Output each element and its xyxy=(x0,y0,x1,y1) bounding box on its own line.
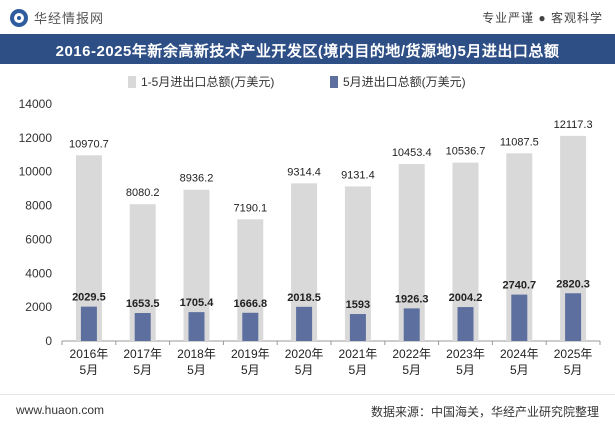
x-tick-label: 5月 xyxy=(295,363,314,377)
y-tick-label: 2000 xyxy=(25,300,52,314)
data-label-jan-may: 12117.3 xyxy=(554,119,593,131)
chart-title: 2016-2025年新余高新技术产业开发区(境内目的地/货源地)5月进出口总额 xyxy=(55,43,560,60)
bar-may xyxy=(134,313,151,341)
y-tick-label: 12000 xyxy=(19,131,53,145)
y-tick-label: 6000 xyxy=(25,232,52,246)
data-label-jan-may: 10453.4 xyxy=(392,147,432,159)
data-label-may: 1705.4 xyxy=(180,297,215,309)
x-tick-label: 2017年 xyxy=(123,347,162,361)
data-label-may: 1666.8 xyxy=(233,298,267,310)
y-tick-label: 10000 xyxy=(19,165,53,179)
x-tick-label: 2025年 xyxy=(554,347,593,361)
x-tick-label: 2018年 xyxy=(177,347,216,361)
data-label-jan-may: 7190.1 xyxy=(233,202,267,214)
x-tick-label: 2023年 xyxy=(446,347,485,361)
legend-label: 1-5月进出口总额(万美元) xyxy=(141,75,274,89)
bar-may xyxy=(565,293,582,341)
brand: 华经情报网 xyxy=(10,8,104,27)
bar-may xyxy=(188,312,205,341)
data-label-jan-may: 10536.7 xyxy=(446,146,486,158)
circle-logo-icon xyxy=(10,8,28,27)
x-tick-label: 5月 xyxy=(241,363,260,377)
x-tick-label: 5月 xyxy=(564,363,583,377)
x-tick-label: 2024年 xyxy=(500,347,539,361)
x-tick-label: 2016年 xyxy=(70,347,109,361)
x-tick-label: 5月 xyxy=(80,363,99,377)
y-tick-label: 14000 xyxy=(19,97,53,111)
bar-may xyxy=(80,306,97,341)
x-tick-label: 5月 xyxy=(133,363,152,377)
website-link[interactable]: www.huaon.com xyxy=(16,403,105,417)
x-tick-label: 5月 xyxy=(187,363,206,377)
brand-name: 华经情报网 xyxy=(34,11,105,26)
x-tick-label: 5月 xyxy=(510,363,529,377)
x-tick-label: 5月 xyxy=(456,363,475,377)
data-label-may: 2029.5 xyxy=(72,292,106,304)
y-tick-label: 4000 xyxy=(25,266,52,280)
top-bar: 华经情报网 专业严谨 ● 客观科学 xyxy=(0,0,615,34)
x-tick-label: 5月 xyxy=(349,363,368,377)
title-bar: 2016-2025年新余高新技术产业开发区(境内目的地/货源地)5月进出口总额 xyxy=(0,34,615,64)
x-tick-label: 2019年 xyxy=(231,347,270,361)
data-label-jan-may: 9131.4 xyxy=(341,169,375,181)
x-tick-label: 2022年 xyxy=(392,347,431,361)
bar-may xyxy=(349,314,366,341)
x-tick-label: 5月 xyxy=(402,363,421,377)
y-tick-label: 0 xyxy=(45,334,52,348)
bar-may xyxy=(242,312,259,341)
data-label-may: 1926.3 xyxy=(395,293,429,305)
slogan: 专业严谨 ● 客观科学 xyxy=(482,11,603,25)
legend-swatch xyxy=(128,76,136,88)
data-label-jan-may: 9314.4 xyxy=(287,166,321,178)
data-label-may: 1653.5 xyxy=(126,298,160,310)
data-label-may: 1593 xyxy=(346,299,370,311)
x-tick-label: 2020年 xyxy=(285,347,324,361)
data-label-jan-may: 10970.7 xyxy=(69,138,109,150)
data-label-jan-may: 11087.5 xyxy=(500,136,539,148)
x-tick-label: 2021年 xyxy=(339,347,378,361)
data-label-may: 2018.5 xyxy=(287,292,321,304)
data-label-jan-may: 8936.2 xyxy=(180,173,214,185)
data-label-may: 2820.3 xyxy=(556,278,590,290)
bar-may xyxy=(511,294,528,341)
bar-may xyxy=(403,308,420,341)
legend-swatch xyxy=(330,76,338,88)
data-label-may: 2004.2 xyxy=(449,292,483,304)
bar-may xyxy=(296,306,313,341)
data-source: 数据来源：中国海关，华经产业研究院整理 xyxy=(370,405,599,419)
data-label-jan-may: 8080.2 xyxy=(126,187,160,199)
y-tick-label: 8000 xyxy=(25,199,52,213)
data-label-may: 2740.7 xyxy=(502,280,536,292)
footer: www.huaon.com 数据来源：中国海关，华经产业研究院整理 xyxy=(0,394,615,428)
legend-label: 5月进出口总额(万美元) xyxy=(343,75,466,89)
bar-chart: 1-5月进出口总额(万美元) 5月进出口总额(万美元) 0 2000 4000 6000 8… xyxy=(19,75,601,377)
bar-may xyxy=(457,307,474,341)
